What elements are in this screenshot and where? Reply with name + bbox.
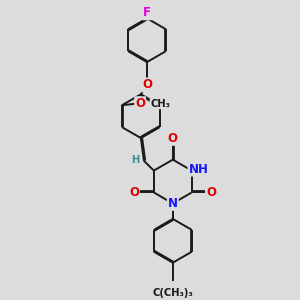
Text: O: O: [135, 97, 145, 110]
Text: O: O: [142, 78, 152, 92]
Text: O: O: [168, 132, 178, 145]
Text: O: O: [129, 186, 139, 199]
Text: O: O: [206, 186, 217, 199]
Text: NH: NH: [188, 163, 208, 176]
Text: CH₃: CH₃: [150, 99, 170, 109]
Text: C(CH₃)₃: C(CH₃)₃: [152, 288, 193, 298]
Text: H: H: [131, 155, 140, 165]
Text: N: N: [168, 197, 178, 210]
Text: F: F: [143, 6, 151, 20]
